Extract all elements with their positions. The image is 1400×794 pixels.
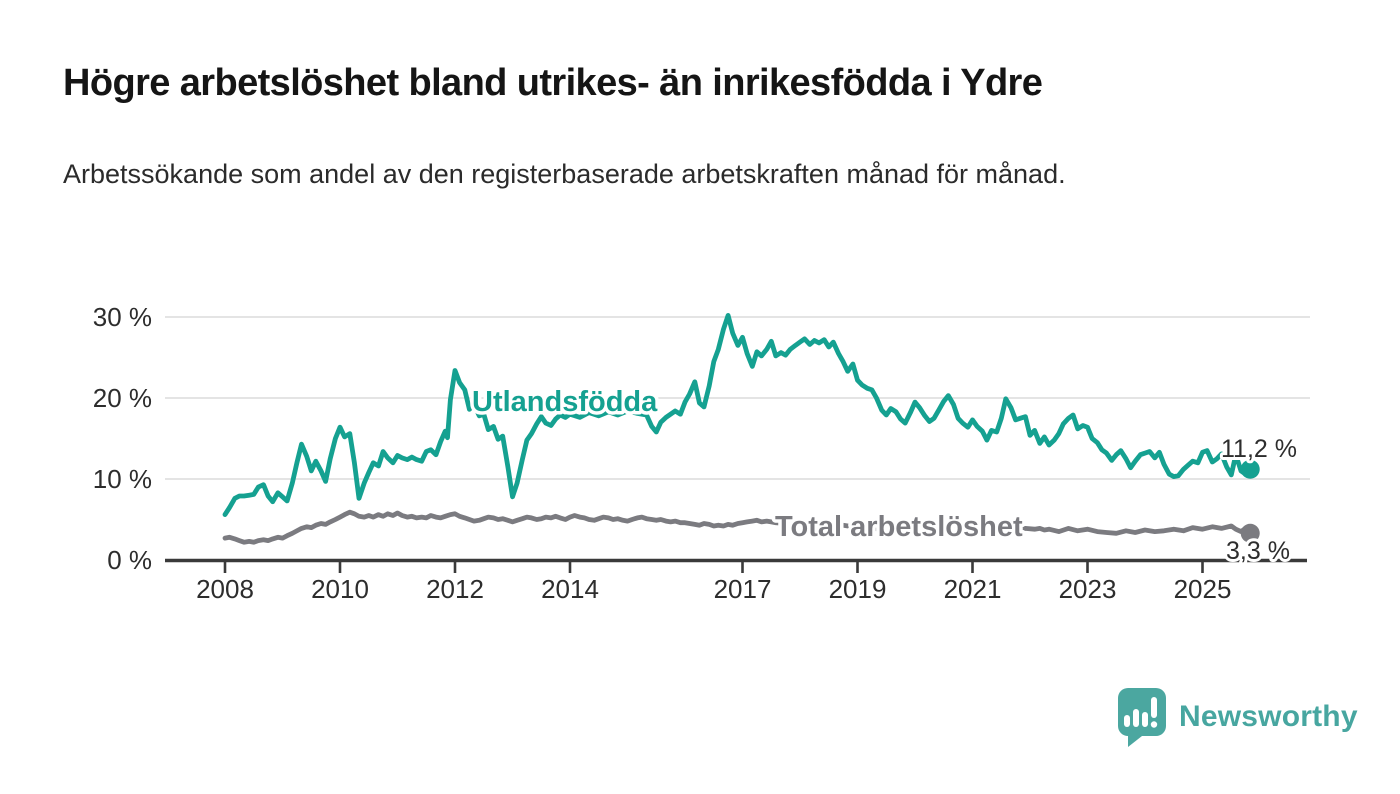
x-tick-label-2021: 2021 [944,574,1002,604]
x-tick-label-2010: 2010 [311,574,369,604]
logo-bar-3 [1142,712,1148,727]
series-label-utlandsfodda: Utlandsfödda [472,386,658,418]
newsworthy-logo-text: Newsworthy [1179,700,1358,733]
y-tick-label-10: 10 % [93,464,152,494]
value-label-total: 3,3 % [1226,537,1290,565]
x-tick-label-2025: 2025 [1174,574,1232,604]
logo-bar-2 [1133,709,1139,727]
series-line-total [222,509,1253,545]
y-tick-label-0: 0 % [107,545,152,575]
series-end-dot-utlandsfodda [1240,459,1260,479]
x-tick-label-2014: 2014 [541,574,599,604]
x-tick-label-2019: 2019 [829,574,887,604]
series-label-total: Total arbetslöshet [775,511,1023,543]
x-tick-label-2023: 2023 [1059,574,1117,604]
logo-exclamation-dot [1150,721,1158,728]
logo-exclamation-bar [1151,697,1157,718]
series-end-dot-total [1240,523,1260,543]
chart-subtitle: Arbetssökande som andel av den registerb… [63,159,1066,189]
newsworthy-branding: Newsworthy [1112,686,1358,748]
x-tick-label-2017: 2017 [714,574,772,604]
series-line-utlandsfodda [222,312,1253,517]
y-tick-label-20: 20 % [93,383,152,413]
value-label-utlandsfodda: 11,2 % [1221,435,1297,463]
logo-bar-1 [1124,715,1130,727]
x-tick-label-2012: 2012 [426,574,484,604]
newsworthy-logo-icon [1118,688,1166,747]
page-title: Högre arbetslöshet bland utrikes- än inr… [63,62,1043,104]
y-tick-label-30: 30 % [93,302,152,332]
x-tick-label-2008: 2008 [196,574,254,604]
